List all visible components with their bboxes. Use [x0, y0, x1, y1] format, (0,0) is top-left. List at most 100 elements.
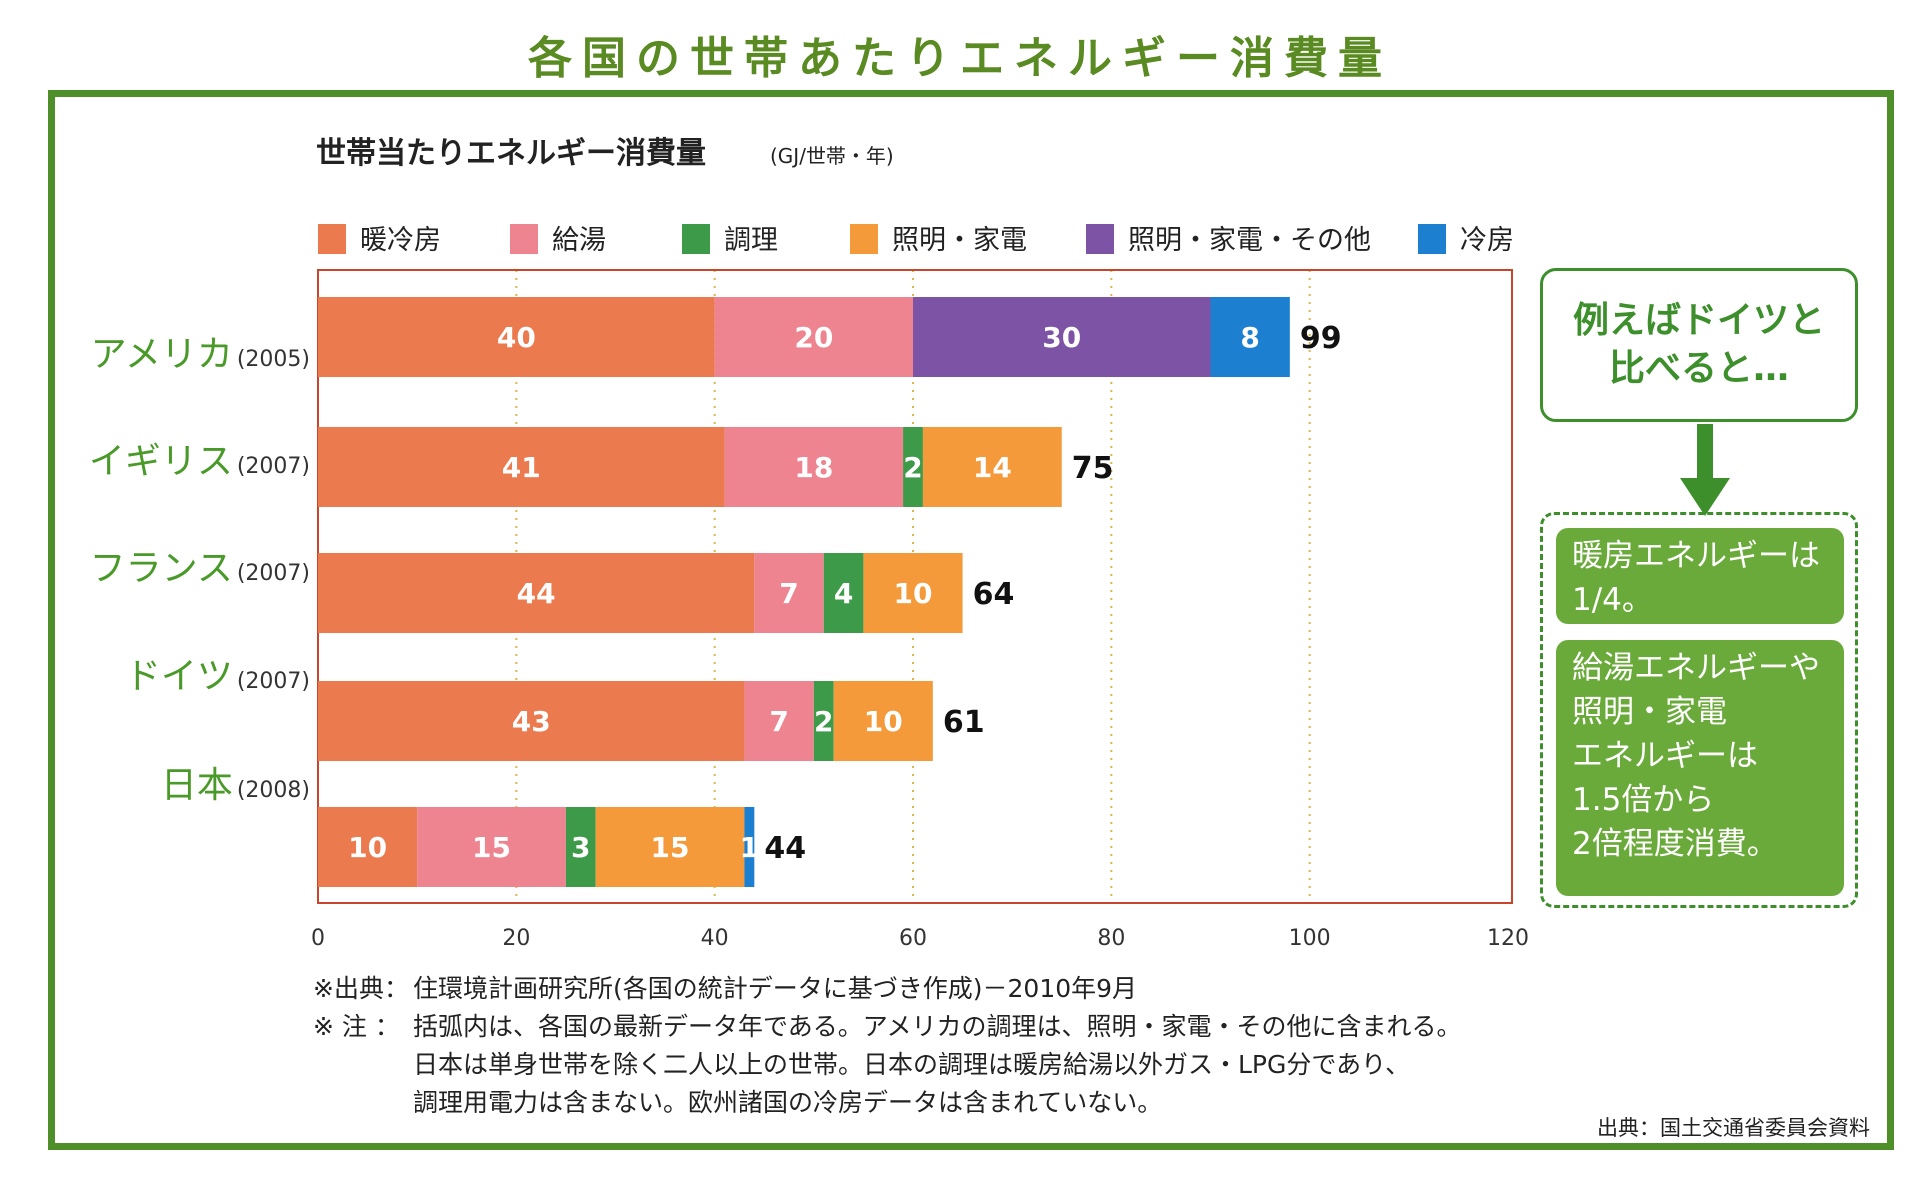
segment-value-label: 3 — [571, 831, 590, 864]
category-label: ドイツ (2007) — [125, 656, 310, 697]
x-tick-label: 0 — [311, 926, 325, 951]
bar-total-label: 99 — [1300, 321, 1342, 356]
callout-note-hot-water: 給湯エネルギーや 照明・家電 エネルギーは 1.5倍から 2倍程度消費。 — [1556, 640, 1844, 896]
segment-value-label: 43 — [512, 705, 551, 738]
bar-segment — [833, 681, 933, 761]
legend-swatch — [682, 224, 710, 254]
segment-value-label: 2 — [903, 451, 922, 484]
segment-value-label: 15 — [472, 831, 511, 864]
bar-segment — [318, 427, 725, 507]
bar-segment — [863, 553, 963, 633]
segment-value-label: 7 — [769, 705, 788, 738]
segment-value-label: 2 — [814, 705, 833, 738]
segment-value-label: 44 — [517, 577, 556, 610]
segment-value-label: 40 — [497, 321, 536, 354]
bar-segment — [724, 427, 904, 507]
x-tick-label: 80 — [1097, 926, 1125, 951]
chart-notes: ※出典： 住環境計画研究所(各国の統計データに基づき作成)－2010年9月 ※ … — [313, 970, 1613, 1122]
segment-value-label: 10 — [894, 577, 933, 610]
legend-swatch — [510, 224, 538, 254]
callout-heading: 例えばドイツと 比べると… — [1540, 268, 1858, 422]
legend-label: 照明・家電・その他 — [1128, 225, 1371, 256]
country-year: (2007) — [237, 669, 310, 694]
bar-segment — [318, 807, 418, 887]
legend-swatch — [850, 224, 878, 254]
country-name: ドイツ — [125, 656, 233, 697]
segment-value-label: 10 — [348, 831, 387, 864]
legend-label: 調理 — [724, 225, 778, 256]
bar-segment — [823, 553, 864, 633]
footnote-line: 日本は単身世帯を除く二人以上の世帯。日本の調理は暖房給湯以外ガス・LPG分であり… — [413, 1050, 1411, 1079]
legend-swatch — [1418, 224, 1446, 254]
bar-total-label: 64 — [973, 577, 1015, 612]
bar-segment — [318, 553, 755, 633]
callout-box — [1540, 512, 1858, 908]
bar-segment — [318, 681, 745, 761]
segment-value-label: 14 — [973, 451, 1012, 484]
chart-legend: 暖冷房 給湯 調理 照明・家電 照明・家電・その他 冷房 — [318, 224, 1514, 256]
x-tick-label: 120 — [1487, 926, 1529, 951]
bar-total-label: 75 — [1072, 451, 1114, 486]
callout-note-line: 給湯エネルギーや — [1572, 650, 1820, 686]
country-year: (2008) — [237, 778, 310, 803]
x-tick-label: 20 — [502, 926, 530, 951]
segment-value-label: 7 — [779, 577, 798, 610]
legend-label: 照明・家電 — [892, 225, 1027, 256]
category-label: イギリス (2007) — [89, 441, 310, 482]
category-label: 日本 (2008) — [161, 765, 310, 806]
bar-segment — [754, 553, 824, 633]
bar-total-label: 61 — [943, 705, 985, 740]
bar-segment — [595, 807, 745, 887]
segment-value-label: 18 — [794, 451, 833, 484]
segment-value-label: 4 — [834, 577, 853, 610]
bar-total-label: 44 — [764, 831, 806, 866]
category-labels: アメリカ (2005)イギリス (2007)フランス (2007)ドイツ (2007)日… — [89, 334, 310, 806]
bar-segment — [318, 297, 715, 377]
callout-note-line: 照明・家電 — [1572, 694, 1727, 730]
callout-heading-line: 比べると… — [1608, 348, 1789, 389]
bar-segment — [417, 807, 566, 887]
callout-note-line: 1/4。 — [1572, 582, 1653, 618]
country-name: アメリカ — [91, 334, 233, 375]
chart-title: 世帯当たりエネルギー消費量 — [316, 136, 706, 171]
x-tick-label: 40 — [701, 926, 729, 951]
footnote-line: 調理用電力は含まない。欧州諸国の冷房データは含まれていない。 — [413, 1088, 1163, 1117]
footnote-line: 括弧内は、各国の最新データ年である。アメリカの調理は、照明・家電・その他に含まれ… — [413, 1012, 1462, 1041]
segment-value-label: 41 — [502, 451, 541, 484]
country-name: フランス — [90, 548, 233, 589]
segment-value-label: 10 — [864, 705, 903, 738]
x-tick-label: 100 — [1289, 926, 1331, 951]
legend-label: 冷房 — [1460, 225, 1514, 256]
bar-segment — [1210, 297, 1290, 377]
footnote-mark: ※ 注 ： — [313, 1012, 400, 1041]
callout-note-line: 暖房エネルギーは — [1572, 538, 1820, 574]
x-tick-label: 60 — [899, 926, 927, 951]
bar-segment — [565, 807, 596, 887]
bar-segment — [922, 427, 1062, 507]
country-year: (2007) — [237, 561, 310, 586]
source-note-mark: ※出典： — [313, 974, 409, 1003]
country-name: イギリス — [89, 441, 233, 482]
bar-segment — [813, 681, 834, 761]
segment-value-label: 30 — [1042, 321, 1081, 354]
legend-label: 給湯 — [552, 225, 606, 256]
legend-label: 暖冷房 — [360, 225, 441, 256]
callout-note-line: エネルギーは — [1572, 738, 1758, 774]
country-year: (2005) — [237, 347, 310, 372]
legend-swatch — [1086, 224, 1114, 254]
country-year: (2007) — [237, 454, 310, 479]
segment-value-label: 20 — [794, 321, 833, 354]
source-note-text: 住環境計画研究所(各国の統計データに基づき作成)－2010年9月 — [413, 974, 1138, 1003]
chart-unit: (GJ/世帯・年) — [770, 144, 894, 168]
page-title: 各国の世帯あたりエネルギー消費量 — [528, 33, 1392, 84]
bar-segment — [913, 297, 1211, 377]
down-arrow-icon — [1680, 424, 1730, 516]
bar-segment — [744, 681, 814, 761]
callout-note-heating: 暖房エネルギーは 1/4。 — [1556, 528, 1844, 624]
bar-segment — [714, 297, 913, 377]
segment-value-label: 8 — [1240, 321, 1259, 354]
segment-value-label: 1 — [740, 831, 759, 864]
country-name: 日本 — [161, 765, 233, 806]
